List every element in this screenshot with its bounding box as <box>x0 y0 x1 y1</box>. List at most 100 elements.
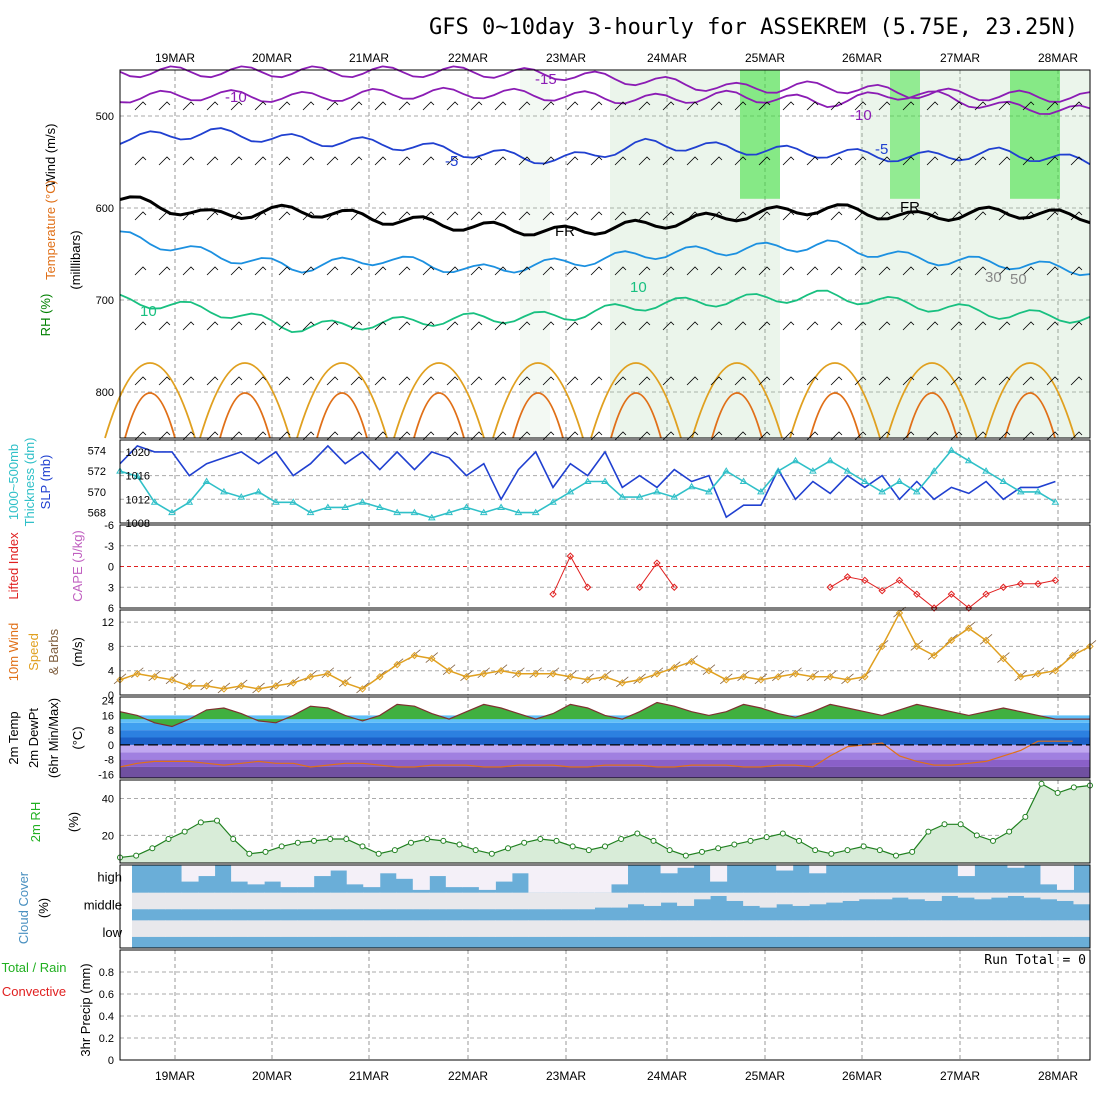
wind-speed-marker-52 <box>1017 673 1025 681</box>
wind10m-barb-11 <box>304 670 317 682</box>
cloud-low-cell-24 <box>528 920 546 937</box>
wind-barb-1-38 <box>1046 156 1059 166</box>
thickness-marker-12 <box>323 503 332 510</box>
lifted-index-marker-49 <box>965 604 973 612</box>
cloud-low-cell-42 <box>825 920 843 937</box>
wind-barb-4-11 <box>398 321 411 331</box>
cloud-middle-cell-9 <box>280 892 298 910</box>
lifted-index-marker-43 <box>861 576 869 585</box>
date-label-bottom-25mar: 25MAR <box>745 1069 785 1083</box>
wind-barb-2-34 <box>950 211 963 221</box>
rh-marker-48 <box>893 852 899 859</box>
date-label-top-19mar: 19MAR <box>155 51 195 65</box>
cloud-low-cell-27 <box>577 920 595 937</box>
cloud-middle-cell-6 <box>231 892 249 910</box>
temp-band-0 <box>120 766 1090 778</box>
wind-barb-0-21 <box>638 101 651 111</box>
thickness-marker-36 <box>739 477 748 484</box>
date-label-top-21mar: 21MAR <box>349 51 389 65</box>
thickness-marker-3 <box>168 508 176 516</box>
wind-speed-marker-20 <box>462 673 471 681</box>
wind-barb-6-12 <box>422 431 435 441</box>
series-lifted-index-line <box>552 554 1056 609</box>
wind10m-barb-1 <box>131 667 144 679</box>
wind-barb-1-37 <box>1022 156 1035 166</box>
wind-barb-2-24 <box>710 211 723 221</box>
thickness-marker-23 <box>514 508 523 516</box>
wind-barb-0-36 <box>998 101 1011 111</box>
cloud-high-cell-25 <box>544 865 562 893</box>
wind-barb-0-27 <box>782 101 795 111</box>
cloud-middle-cell-51 <box>974 892 992 900</box>
rh-marker-14 <box>343 836 350 843</box>
wind-barb-4-33 <box>926 321 939 331</box>
cloud-high-cell-56 <box>1056 865 1074 890</box>
slp-tick-1: 1012 <box>126 494 150 506</box>
cloud-low-cell-40 <box>792 920 810 937</box>
thickness-marker-42 <box>843 467 852 474</box>
wind10m-ylabel-3: (m/s) <box>70 637 85 667</box>
wind10m-barb-37 <box>754 673 768 685</box>
rh2m-tick-1: 40 <box>102 793 114 805</box>
contour-label-0: -15 <box>535 71 557 88</box>
wind-barb-0-14 <box>470 101 483 111</box>
cloud-high-cell-9 <box>280 865 298 888</box>
cloud-ylabel-0: Cloud Cover <box>16 871 31 944</box>
upper-air-ylabel-3: (milllibars) <box>68 230 83 289</box>
temp-ylabel-3: (°C) <box>70 726 85 749</box>
cloud-middle-cell-45 <box>875 892 893 900</box>
wind-barb-3-23 <box>686 266 699 276</box>
wind-barb-0-12 <box>422 101 435 111</box>
wind10m-barb-9 <box>269 679 283 691</box>
wind-barb-4-16 <box>518 321 531 331</box>
wind-barb-6-18 <box>566 431 579 441</box>
temp-tick-5: 24 <box>102 696 114 708</box>
wind-barb-5-33 <box>926 376 939 386</box>
wind-barb-0-4 <box>230 101 243 111</box>
wind10m-barb-55 <box>1066 649 1079 660</box>
cloud-middle-cell-14 <box>363 892 381 910</box>
wind-barb-6-22 <box>662 431 675 441</box>
wind-barb-4-24 <box>710 321 723 331</box>
wind-barb-1-39 <box>1070 156 1083 166</box>
warm-contour-orange-2 <box>316 392 368 439</box>
temp-band-2 <box>120 752 1090 760</box>
wind-barb-5-27 <box>782 376 795 386</box>
cloud-low-cell-53 <box>1007 920 1025 937</box>
precip-ylabel-0: Total / Rain <box>1 960 66 975</box>
rh-marker-37 <box>715 845 722 852</box>
rh-marker-40 <box>763 834 770 841</box>
lifted-index-tick-3: 3 <box>108 582 114 594</box>
wind-barb-3-0 <box>134 266 147 276</box>
wind-barb-4-10 <box>374 321 387 331</box>
wind10m-barb-27 <box>581 673 594 685</box>
wind-barb-5-6 <box>278 376 291 386</box>
wind-barb-6-33 <box>926 431 939 441</box>
wind-barb-1-7 <box>302 156 315 166</box>
lifted-index-marker-52 <box>1017 580 1025 588</box>
wind-barb-3-36 <box>998 266 1011 276</box>
wind-barb-6-23 <box>686 431 699 441</box>
wind-speed-marker-25 <box>549 670 557 678</box>
wind10m-barb-23 <box>512 667 525 679</box>
thickness-tick-1: 570 <box>88 487 106 499</box>
cloud-low-cell-46 <box>891 920 909 937</box>
wind-barb-6-2 <box>182 431 195 441</box>
lifted-index-marker-54 <box>1051 576 1060 585</box>
wind-barb-0-3 <box>206 101 219 111</box>
thickness-tick-3: 574 <box>88 445 106 457</box>
cloud-middle-cell-35 <box>710 892 728 896</box>
wind-barb-2-25 <box>734 211 747 221</box>
slp-tick-3: 1020 <box>126 447 150 459</box>
wind-barb-3-19 <box>590 266 603 276</box>
date-label-bottom-22mar: 22MAR <box>448 1069 488 1083</box>
cloud-middle-cell-52 <box>990 892 1008 898</box>
thickness-marker-51 <box>999 477 1008 484</box>
wind-barb-1-21 <box>638 156 651 166</box>
cloud-low-cell-45 <box>875 920 893 937</box>
cloud-low-cell-10 <box>297 920 315 937</box>
temp-tick-0: -16 <box>98 769 114 781</box>
lifted-index-marker-48 <box>947 590 956 598</box>
rh-marker-13 <box>327 836 334 843</box>
wind-barb-1-4 <box>230 156 243 166</box>
